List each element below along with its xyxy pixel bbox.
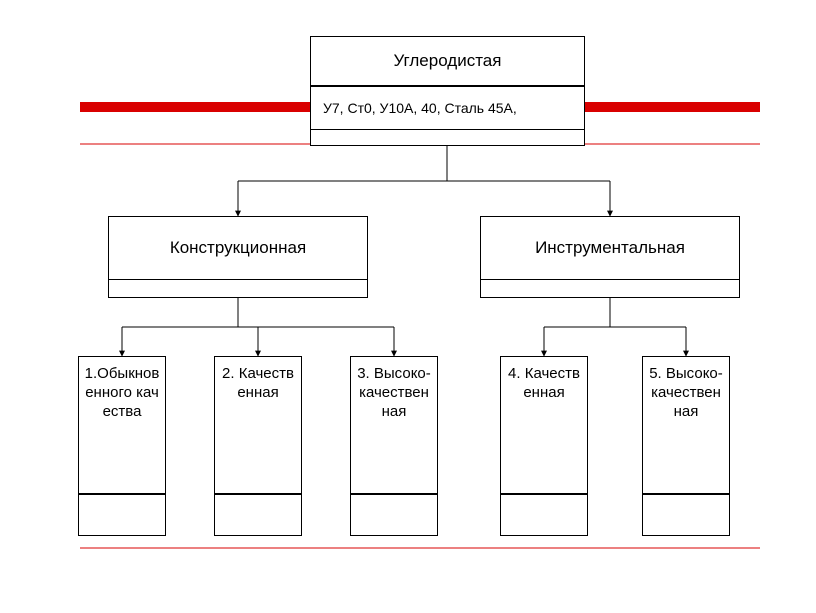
root-footer-slit bbox=[310, 130, 585, 146]
leaf-box-4: 4. Качественная bbox=[500, 356, 588, 494]
leaf-box-1: 1.Обыкновенного качества bbox=[78, 356, 166, 494]
mid-label: Инструментальная bbox=[535, 238, 685, 258]
leaf-box-3: 3. Высоко-качественная bbox=[350, 356, 438, 494]
leaf-label: 2. Качественная bbox=[222, 365, 294, 401]
leaf-box-2: 2. Качественная bbox=[214, 356, 302, 494]
leaf-slit-5 bbox=[642, 494, 730, 536]
leaf-slit-3 bbox=[350, 494, 438, 536]
mid-box-construction: Конструкционная bbox=[108, 216, 368, 280]
mid-slit-construction bbox=[108, 280, 368, 298]
mid-label: Конструкционная bbox=[170, 238, 306, 258]
leaf-label: 5. Высоко-качественная bbox=[649, 365, 723, 420]
leaf-label: 4. Качественная bbox=[508, 365, 580, 401]
mid-slit-instrument bbox=[480, 280, 740, 298]
mid-box-instrument: Инструментальная bbox=[480, 216, 740, 280]
leaf-slit-4 bbox=[500, 494, 588, 536]
leaf-label: 3. Высоко-качественная bbox=[357, 365, 431, 420]
leaf-slit-1 bbox=[78, 494, 166, 536]
root-title: Углеродистая bbox=[394, 51, 502, 71]
leaf-label: 1.Обыкновенного качества bbox=[85, 365, 160, 420]
root-subtitle: У7, Ст0, У10А, 40, Сталь 45А, bbox=[323, 100, 517, 116]
leaf-box-5: 5. Высоко-качественная bbox=[642, 356, 730, 494]
root-subtitle-box: У7, Ст0, У10А, 40, Сталь 45А, bbox=[310, 86, 585, 130]
root-title-box: Углеродистая bbox=[310, 36, 585, 86]
leaf-slit-2 bbox=[214, 494, 302, 536]
